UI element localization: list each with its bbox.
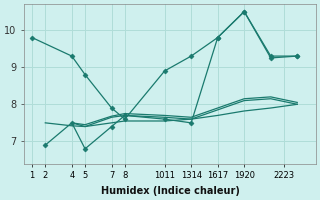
X-axis label: Humidex (Indice chaleur): Humidex (Indice chaleur) <box>100 186 239 196</box>
